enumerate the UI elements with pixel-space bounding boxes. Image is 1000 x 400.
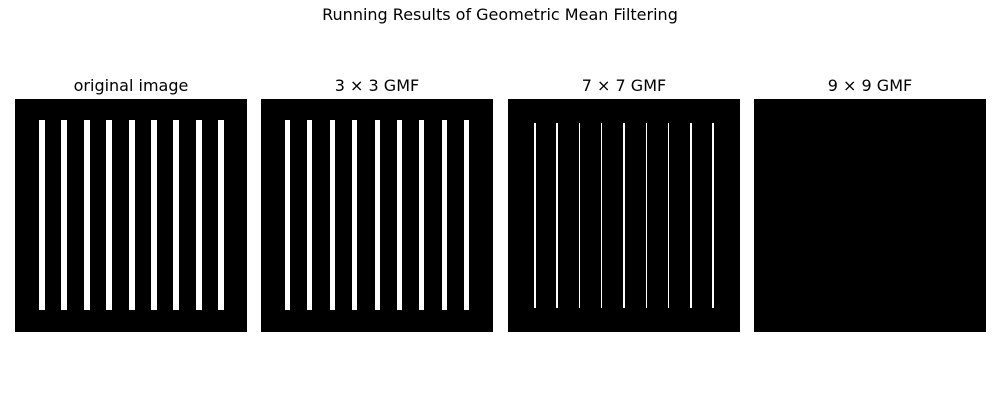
white-stripe xyxy=(39,120,45,310)
white-stripe xyxy=(307,120,313,310)
panel-title-3x3-gmf: 3 × 3 GMF xyxy=(334,76,420,95)
white-stripe xyxy=(285,120,290,310)
original-image xyxy=(15,99,247,332)
white-stripe xyxy=(397,120,402,310)
white-stripe xyxy=(534,123,536,308)
panel-title-7x7-gmf: 7 × 7 GMF xyxy=(581,76,667,95)
panel-title-original-image: original image xyxy=(73,76,189,95)
panel-7x7-gmf: 7 × 7 GMF xyxy=(508,76,740,332)
white-stripe xyxy=(352,120,358,310)
white-stripe xyxy=(600,123,603,308)
gmf-9x9-image xyxy=(754,99,986,332)
panel-title-9x9-gmf: 9 × 9 GMF xyxy=(827,76,913,95)
white-stripe xyxy=(83,120,90,310)
white-stripe xyxy=(61,120,68,310)
white-stripe xyxy=(195,120,202,310)
white-stripe xyxy=(578,123,581,308)
white-stripe xyxy=(645,123,647,308)
white-stripe xyxy=(151,120,157,310)
white-stripe xyxy=(106,120,113,310)
white-stripe xyxy=(441,120,447,310)
white-stripe xyxy=(667,123,670,308)
white-stripe xyxy=(623,123,625,308)
white-stripe xyxy=(173,120,180,310)
white-stripe xyxy=(218,120,225,310)
white-stripe xyxy=(374,120,380,310)
panel-original-image: original image xyxy=(15,76,247,332)
white-stripe xyxy=(690,123,692,308)
panel-3x3-gmf: 3 × 3 GMF xyxy=(261,76,493,332)
white-stripe xyxy=(712,123,714,308)
white-stripe xyxy=(464,120,470,310)
figure-title: Running Results of Geometric Mean Filter… xyxy=(322,5,678,24)
gmf-7x7-image xyxy=(508,99,740,332)
white-stripe xyxy=(556,123,558,308)
panel-9x9-gmf: 9 × 9 GMF xyxy=(754,76,986,332)
white-stripe xyxy=(128,120,135,310)
white-stripe xyxy=(419,120,425,310)
gmf-3x3-image xyxy=(261,99,493,332)
white-stripe xyxy=(329,120,335,310)
